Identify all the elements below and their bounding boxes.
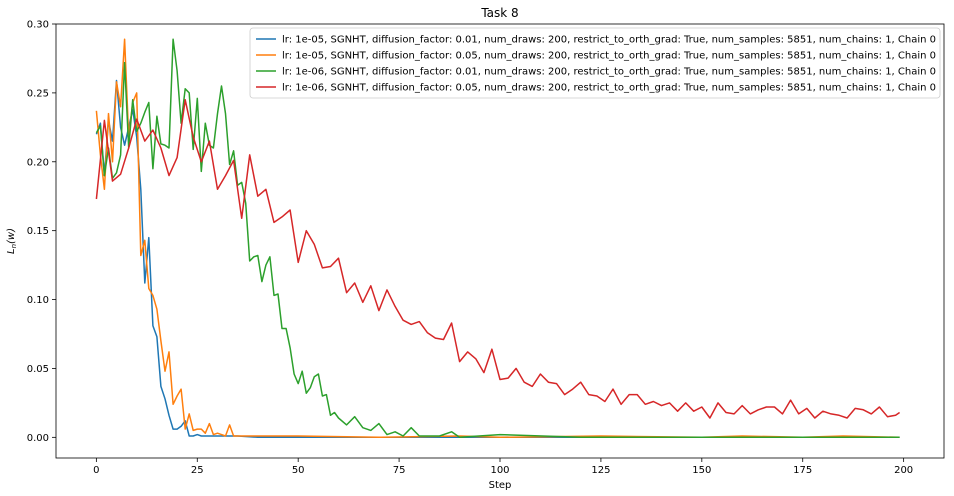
y-tick-label: 0.00 xyxy=(27,433,49,444)
legend-label-2: lr: 1e-06, SGNHT, diffusion_factor: 0.01… xyxy=(282,67,936,78)
x-tick-label: 100 xyxy=(490,465,509,476)
x-tick-label: 150 xyxy=(692,465,711,476)
x-tick-label: 125 xyxy=(591,465,610,476)
x-tick-label: 25 xyxy=(191,465,204,476)
legend-label-1: lr: 1e-05, SGNHT, diffusion_factor: 0.05… xyxy=(282,51,936,62)
x-axis: 0 25 50 75 100 125 150 175 200 xyxy=(93,458,913,476)
x-tick-label: 0 xyxy=(93,465,99,476)
y-tick-label: 0.25 xyxy=(27,88,49,99)
x-tick-label: 200 xyxy=(894,465,913,476)
series-line-0 xyxy=(95,79,900,439)
y-axis-label: Ln(w) xyxy=(6,228,18,254)
y-tick-label: 0.05 xyxy=(27,364,49,375)
chart-title: Task 8 xyxy=(480,6,518,20)
legend-box xyxy=(249,27,941,99)
series-line-1 xyxy=(95,38,900,439)
x-tick-label: 50 xyxy=(292,465,305,476)
y-tick-label: 0.20 xyxy=(27,157,49,168)
series-line-2 xyxy=(95,38,900,439)
plot-lines xyxy=(95,38,901,439)
x-tick-label: 175 xyxy=(793,465,812,476)
y-tick-label: 0.15 xyxy=(27,226,49,237)
series-line-3 xyxy=(95,99,901,419)
y-tick-label: 0.30 xyxy=(27,20,49,31)
legend-label-3: lr: 1e-06, SGNHT, diffusion_factor: 0.05… xyxy=(282,83,936,94)
x-axis-label: Step xyxy=(489,480,512,491)
legend: lr: 1e-05, SGNHT, diffusion_factor: 0.01… xyxy=(249,27,941,99)
legend-label-0: lr: 1e-05, SGNHT, diffusion_factor: 0.01… xyxy=(282,35,936,46)
y-tick-label: 0.10 xyxy=(27,295,49,306)
x-tick-label: 75 xyxy=(393,465,406,476)
y-axis: 0.00 0.05 0.10 0.15 0.20 0.25 0.30 xyxy=(27,20,56,444)
